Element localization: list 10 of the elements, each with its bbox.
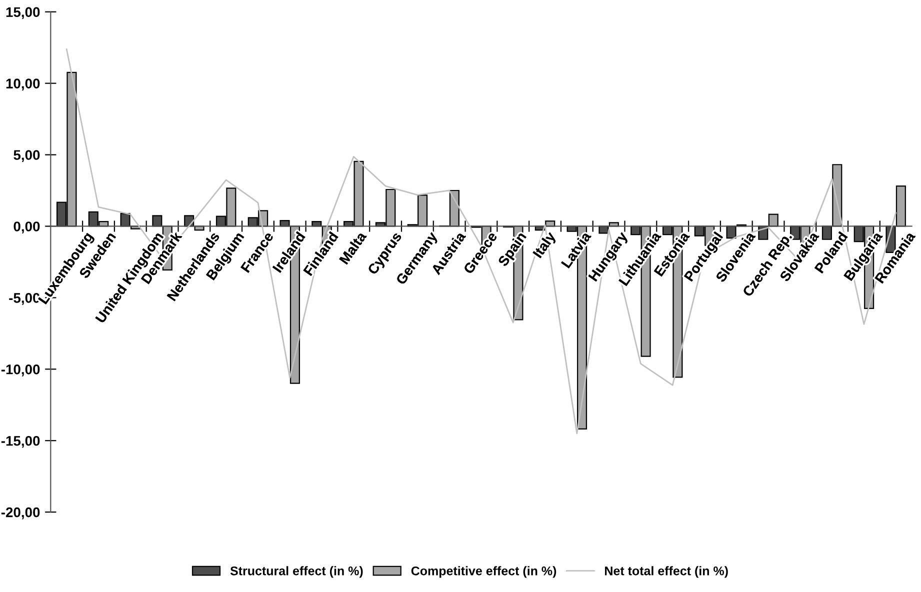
- legend-label: Structural effect (in %): [230, 566, 363, 578]
- y-tick-label: 15,00: [6, 7, 40, 20]
- legend-label: Competitive effect (in %): [411, 566, 556, 578]
- y-tick-label: 5,00: [14, 150, 40, 162]
- legend-label: Net total effect (in %): [605, 566, 728, 578]
- y-tick-label: -20,00: [1, 507, 40, 520]
- y-tick-label: 10,00: [6, 78, 40, 90]
- y-tick-label: -10,00: [1, 364, 40, 376]
- y-tick-label: 0,00: [14, 222, 40, 234]
- y-tick-label: -15,00: [1, 436, 40, 448]
